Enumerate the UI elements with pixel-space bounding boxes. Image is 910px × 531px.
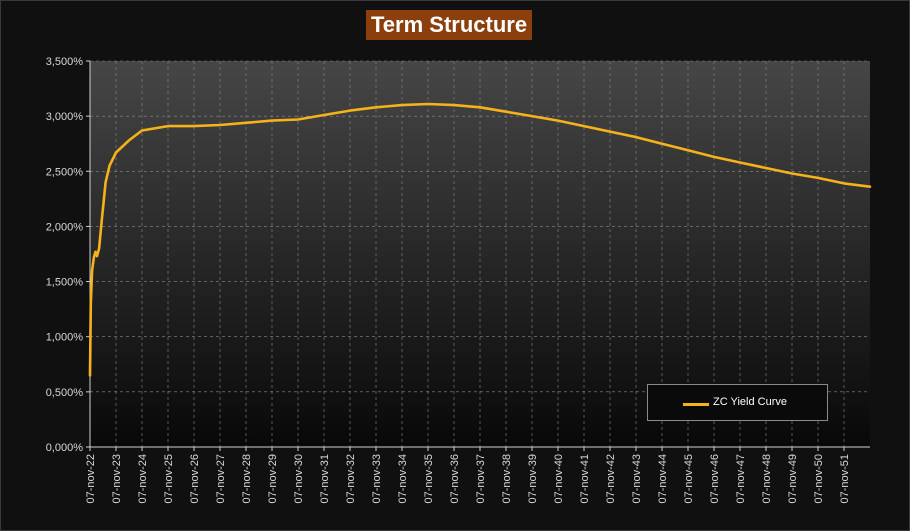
grid-lines xyxy=(90,60,870,447)
x-tick-label: 07-nov-48 xyxy=(761,454,773,504)
series-line-zc-yield-curve xyxy=(88,102,872,377)
y-tick-label: 1,500% xyxy=(46,277,84,289)
x-tick-label: 07-nov-49 xyxy=(787,454,799,504)
x-tick-label: 07-nov-38 xyxy=(501,454,513,504)
x-tick-label: 07-nov-35 xyxy=(423,454,435,504)
series-layer xyxy=(88,102,872,377)
x-tick-label: 07-nov-31 xyxy=(319,454,331,504)
legend-swatch xyxy=(683,403,709,406)
x-tick-label: 07-nov-22 xyxy=(85,454,97,504)
x-tick-label: 07-nov-25 xyxy=(163,454,175,504)
x-tick-label: 07-nov-44 xyxy=(657,454,669,504)
x-tick-label: 07-nov-24 xyxy=(137,454,149,504)
chart-title: Term Structure xyxy=(366,10,533,40)
x-tick-label: 07-nov-40 xyxy=(553,454,565,504)
x-tick-label: 07-nov-30 xyxy=(293,454,305,504)
y-tick-label: 1,000% xyxy=(46,332,84,344)
x-tick-label: 07-nov-36 xyxy=(449,454,461,504)
x-tick-label: 07-nov-39 xyxy=(527,454,539,504)
x-tick-label: 07-nov-47 xyxy=(735,454,747,504)
x-tick-label: 07-nov-45 xyxy=(683,454,695,504)
y-tick-label: 3,000% xyxy=(46,111,84,123)
x-tick-label: 07-nov-43 xyxy=(631,454,643,504)
x-tick-label: 07-nov-51 xyxy=(839,454,851,504)
x-tick-label: 07-nov-34 xyxy=(397,454,409,504)
x-tick-label: 07-nov-41 xyxy=(579,454,591,504)
x-tick-label: 07-nov-33 xyxy=(371,454,383,504)
x-tick-label: 07-nov-26 xyxy=(189,454,201,504)
legend: ZC Yield Curve xyxy=(647,384,828,421)
x-tick-label: 07-nov-32 xyxy=(345,454,357,504)
x-tick-label: 07-nov-27 xyxy=(215,454,227,504)
x-tick-label: 07-nov-50 xyxy=(813,454,825,504)
y-tick-label: 0,000% xyxy=(46,442,84,454)
x-tick-label: 07-nov-28 xyxy=(241,454,253,504)
y-tick-label: 2,000% xyxy=(46,221,84,233)
x-tick-label: 07-nov-42 xyxy=(605,454,617,504)
x-tick-label: 07-nov-29 xyxy=(267,454,279,504)
x-tick-label: 07-nov-46 xyxy=(709,454,721,504)
y-tick-label: 2,500% xyxy=(46,166,84,178)
x-tick-label: 07-nov-37 xyxy=(475,454,487,504)
x-tick-label: 07-nov-23 xyxy=(111,454,123,504)
legend-label: ZC Yield Curve xyxy=(713,396,787,408)
y-tick-label: 0,500% xyxy=(46,387,84,399)
axes: 0,000% 0,500% 1,000% 1,500% 2,000% 2,500% 3,00… xyxy=(46,56,870,504)
y-tick-label: 3,500% xyxy=(46,56,84,68)
